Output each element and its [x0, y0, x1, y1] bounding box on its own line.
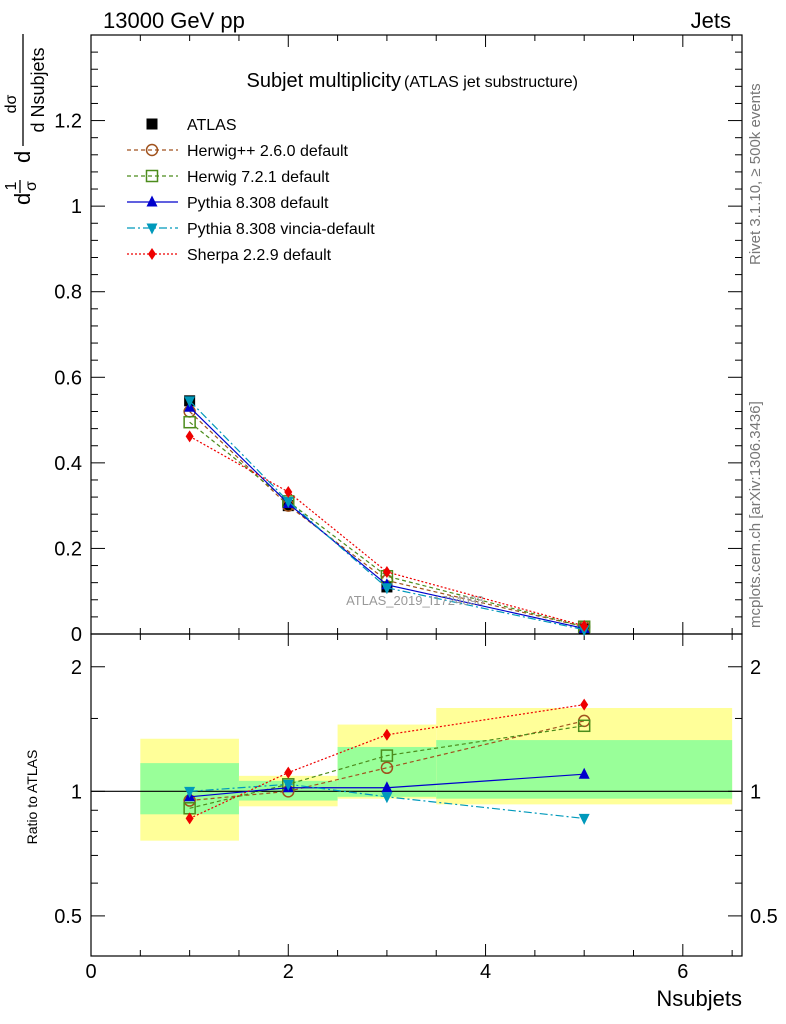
marker-diamond: [185, 812, 194, 825]
marker-triangle-down: [184, 786, 196, 798]
ratio-series-line: [189, 783, 585, 820]
ratio-y-tick-label: 1: [71, 781, 82, 803]
marker-triangle-down: [146, 223, 158, 235]
side-label-rivet: Rivet 3.1.10, ≥ 500k events: [747, 83, 764, 265]
marker-triangle-up: [146, 195, 158, 207]
marker-triangle-down: [381, 792, 393, 804]
legend-entry: Pythia 8.308 vincia-default: [127, 221, 375, 238]
y-tick-label: 0.8: [54, 282, 82, 304]
ratio-y-tick-label: 2: [71, 657, 82, 679]
marker-square-open: [577, 719, 591, 733]
ratio-y-label: Ratio to ATLAS: [24, 750, 40, 845]
series-line: [189, 435, 585, 627]
x-axis-label: Nsubjets: [656, 986, 742, 1011]
ratio-panel-frame: [90, 633, 743, 957]
legend-label: Pythia 8.308 default: [187, 195, 329, 212]
legend-entry: ATLAS: [146, 117, 237, 134]
marker-square-open: [183, 415, 196, 429]
ylabel-top: dσ: [3, 94, 20, 113]
ratio-series-4: [185, 698, 589, 825]
marker-circle-open: [145, 143, 159, 157]
marker-square-open: [380, 749, 394, 762]
axis-ticks: 0 2 4 6 0 0.2 0.4 0.6 0.8 1 1.2 0.5 0.5 1 1 2 2: [54, 35, 778, 983]
marker-circle-open: [380, 761, 394, 775]
series-line: [189, 411, 585, 628]
marker-diamond: [284, 766, 293, 779]
ratio-y-tick-label-right: 2: [750, 657, 761, 679]
ratio-series-line: [189, 773, 585, 798]
marker-triangle-down: [282, 496, 294, 508]
marker-triangle-down: [282, 779, 294, 791]
x-tick-label: 0: [85, 961, 96, 983]
ratio-series-line: [189, 725, 585, 809]
legend-entry: Herwig++ 2.6.0 default: [127, 143, 349, 160]
ylabel-pre-bottom: σ: [23, 181, 40, 191]
marker-diamond: [382, 728, 391, 741]
y-tick-label: 0: [71, 624, 82, 646]
ylabel-bottom: d Nsubjets: [28, 47, 48, 132]
y-tick-label: 1.2: [54, 111, 82, 133]
marker-diamond: [185, 430, 194, 443]
marker-diamond: [382, 565, 391, 578]
y-tick-label: 0.6: [54, 367, 82, 389]
marker-square: [146, 118, 158, 130]
x-tick-label: 6: [677, 961, 688, 983]
legend-entry: Pythia 8.308 default: [127, 195, 329, 212]
ylabel-pre-top: 1: [3, 181, 20, 190]
legend: ATLAS Herwig++ 2.6.0 default Herwig 7.2.1 …: [127, 117, 375, 264]
marker-triangle-down: [578, 813, 590, 825]
ratio-y-tick-label: 0.5: [54, 906, 82, 928]
x-tick-label: 4: [480, 961, 491, 983]
marker-triangle-up: [381, 781, 393, 793]
ratio-y-tick-label-right: 1: [750, 781, 761, 803]
marker-diamond: [580, 698, 589, 711]
ylabel-d: d: [10, 193, 35, 205]
legend-label: Sherpa 2.2.9 default: [187, 247, 332, 264]
ratio-series-2: [184, 767, 590, 802]
marker-diamond: [284, 485, 293, 498]
y-axis-label: d 1 σ d dσ d Nsubjets: [3, 34, 48, 205]
y-tick-label: 0.4: [54, 453, 82, 475]
y-tick-label: 1: [71, 196, 82, 218]
series-5: [185, 430, 589, 632]
marker-triangle-up: [578, 767, 590, 779]
side-label-mcplots: mcplots.cern.ch [arXiv:1306.3436]: [747, 401, 764, 628]
plot-title: Subjet multiplicity: [246, 70, 401, 92]
marker-square-open: [145, 169, 159, 183]
ratio-series-line: [189, 704, 585, 819]
legend-label: Herwig++ 2.6.0 default: [187, 143, 349, 160]
legend-label: Herwig 7.2.1 default: [187, 169, 330, 186]
watermark: ATLAS_2019_I1724098: [346, 593, 484, 608]
ratio-y-tick-label-right: 0.5: [750, 906, 778, 928]
header-left: 13000 GeV pp: [103, 8, 245, 33]
marker-diamond: [148, 248, 156, 260]
marker-triangle-down: [184, 396, 196, 408]
ratio-series: [183, 698, 591, 825]
plot-subtitle: (ATLAS jet substructure): [404, 74, 578, 91]
ylabel-d2: d: [10, 151, 35, 163]
marker-triangle-down: [381, 583, 393, 595]
series-line: [189, 406, 585, 630]
frames: [90, 34, 743, 957]
main-series: [183, 395, 591, 637]
x-tick-label: 2: [283, 961, 294, 983]
marker-diamond: [580, 619, 589, 632]
ratio-series-3: [184, 779, 590, 825]
series-line: [189, 421, 585, 628]
series-line: [189, 400, 585, 631]
legend-entry: Sherpa 2.2.9 default: [127, 247, 332, 264]
header-right: Jets: [691, 8, 731, 33]
legend-label: Pythia 8.308 vincia-default: [187, 221, 375, 238]
legend-label: ATLAS: [187, 117, 237, 134]
y-tick-label: 0.2: [54, 538, 82, 560]
legend-entry: Herwig 7.2.1 default: [127, 169, 330, 186]
